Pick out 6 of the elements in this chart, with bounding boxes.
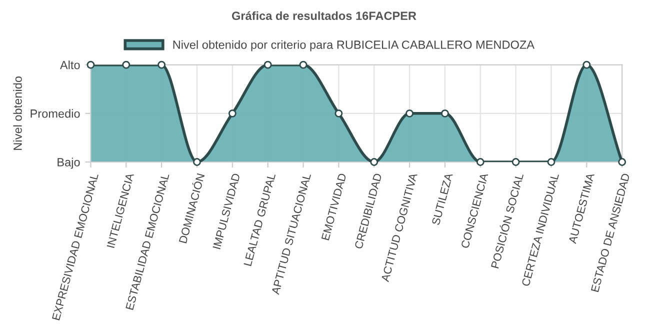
text: Alto [60,60,80,70]
text: Bajo [58,158,80,169]
chart-title: Gráfica de resultados 16FACPER [232,11,416,20]
legend-label: Nivel obtenido por criterio para RUBICELIA CABALLERO MENDOZA [173,40,535,52]
text: Promedio [30,109,80,118]
y-axis-title: Nivel obtenido [13,76,22,150]
